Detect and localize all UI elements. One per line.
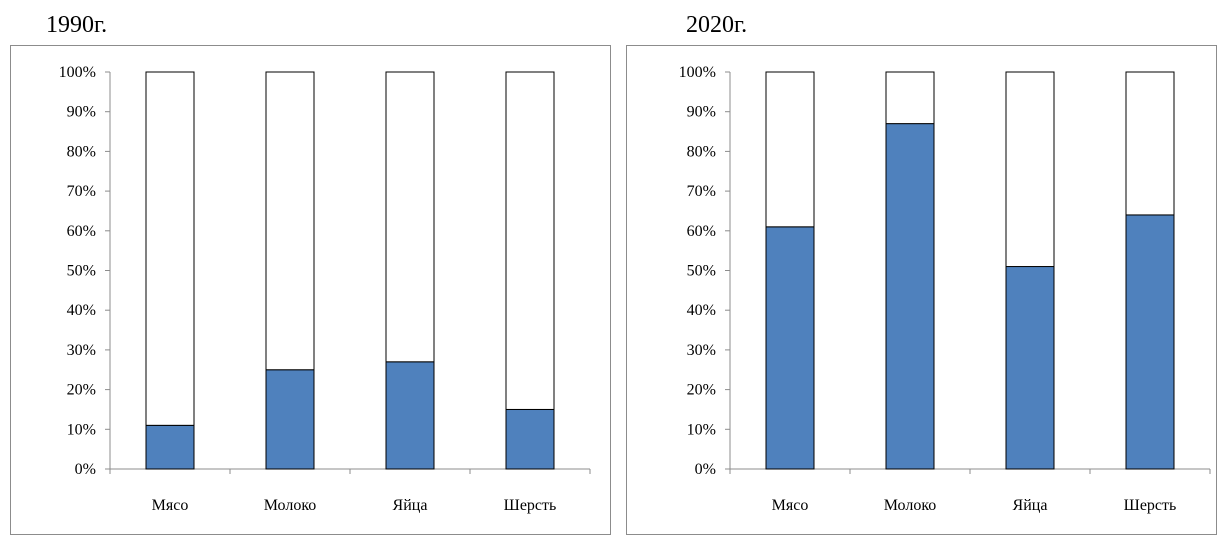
bar-segment (1005, 71, 1055, 268)
bar-segment (385, 361, 435, 470)
bar-segment (1005, 266, 1055, 470)
y-tick-label: 80% (67, 143, 96, 160)
x-category-label: Мясо (772, 497, 809, 514)
y-tick-label: 10% (687, 421, 716, 438)
x-category-label: Яйца (1013, 497, 1048, 514)
y-tick-label: 70% (67, 183, 96, 200)
chart-title-1990: 1990г. (46, 12, 108, 38)
bar-segment (885, 123, 935, 470)
bar-segment (385, 71, 435, 363)
bar-segment (265, 369, 315, 470)
y-tick-label: 100% (59, 64, 96, 81)
bar-segment (145, 71, 195, 426)
y-tick-label: 0% (75, 461, 96, 478)
y-tick-label: 20% (687, 382, 716, 399)
chart-1990: 0% 10% 20% 30% 40% 50% 60% 70% 80% 90% 100% Мясо Мол… (59, 64, 591, 514)
bar-segment (765, 71, 815, 228)
bar-segment (885, 71, 935, 125)
bar-segment (265, 71, 315, 371)
y-tick-label: 10% (67, 421, 96, 438)
y-tick-label: 60% (687, 223, 716, 240)
x-category-label: Шерсть (504, 497, 557, 514)
y-tick-label: 50% (687, 263, 716, 280)
bar-segment (1125, 214, 1175, 470)
bar-segment (505, 71, 555, 410)
chart-title-2020: 2020г. (686, 12, 748, 38)
bar-segment (505, 408, 555, 470)
y-tick-label: 90% (67, 104, 96, 121)
bar-segment (765, 226, 815, 470)
y-tick-label: 0% (695, 461, 716, 478)
y-tick-label: 20% (67, 382, 96, 399)
y-tick-label: 60% (67, 223, 96, 240)
y-tick-label: 30% (687, 342, 716, 359)
y-tick-label: 50% (67, 263, 96, 280)
y-tick-label: 40% (687, 302, 716, 319)
y-tick-label: 70% (687, 183, 716, 200)
bar-segment (145, 424, 195, 470)
x-category-label: Яйца (393, 497, 428, 514)
x-category-label: Шерсть (1124, 497, 1177, 514)
x-category-label: Мясо (152, 497, 189, 514)
y-tick-label: 100% (679, 64, 716, 81)
y-tick-label: 40% (67, 302, 96, 319)
y-tick-label: 80% (687, 143, 716, 160)
y-tick-label: 90% (687, 104, 716, 121)
x-category-label: Молоко (264, 497, 317, 514)
chart-2020: 0% 10% 20% 30% 40% 50% 60% 70% 80% 90% 100% Мясо Мол… (679, 64, 1211, 514)
bar-segment (1125, 71, 1175, 216)
x-category-label: Молоко (884, 497, 937, 514)
y-tick-label: 30% (67, 342, 96, 359)
